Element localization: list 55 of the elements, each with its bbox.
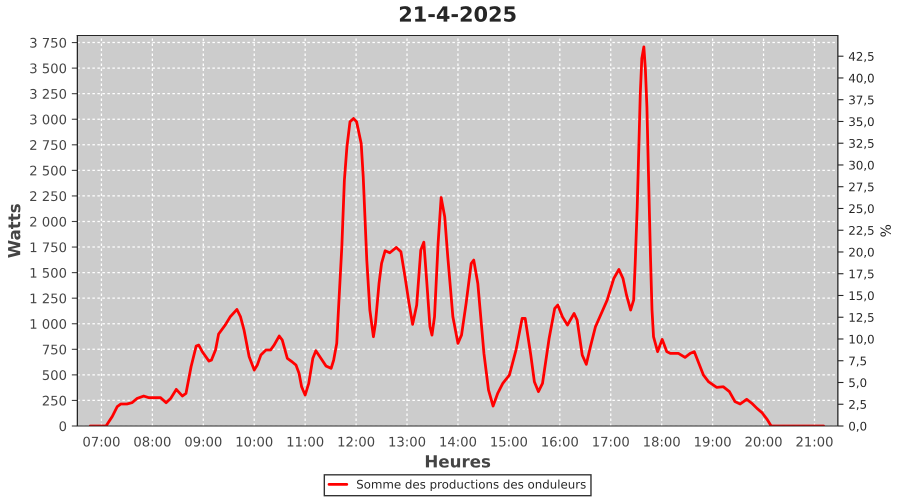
y-tick-label: 3 500: [30, 63, 66, 74]
y2-tick-label: 35,0: [849, 117, 874, 128]
y-tick-label: 1 250: [30, 293, 66, 304]
x-tick-label: 20:00: [745, 436, 782, 447]
y-tick-label: 3 000: [30, 114, 66, 124]
x-tick-label: 15:00: [491, 436, 528, 447]
y2-tick-label: 15,0: [850, 291, 874, 302]
y2-tick-label: 42,5: [848, 52, 874, 62]
x-tick-label: 10:00: [236, 436, 272, 447]
y-tick-label: 2 500: [30, 166, 66, 176]
x-axis-title: Heures: [426, 455, 490, 468]
x-tick-label: 18:00: [644, 436, 680, 447]
x-tick-label: 09:00: [185, 436, 222, 447]
y-tick-label: 1 500: [30, 268, 66, 278]
y-tick-label: 3 750: [30, 38, 66, 48]
y-tick-label: 1 000: [30, 318, 66, 329]
y-tick-label: 2 750: [30, 140, 66, 150]
legend-label: Somme des productions des onduleurs: [356, 480, 586, 492]
y2-tick-label: 17,5: [850, 270, 874, 280]
y-axis-title: Watts: [8, 204, 20, 258]
y-tick-label: 3 250: [30, 88, 66, 99]
y2-tick-label: 25,0: [849, 204, 874, 214]
y2-tick-label: 7,5: [849, 356, 866, 367]
x-tick-label: 11:00: [288, 436, 324, 447]
x-tick-label: 17:00: [593, 436, 629, 447]
y2-tick-label: 20,0: [849, 248, 874, 258]
y2-tick-label: 40,0: [848, 74, 874, 84]
y-tick-label: 0: [59, 421, 66, 432]
y2-tick-label: 22,5: [849, 226, 874, 236]
x-tick-label: 07:00: [83, 436, 120, 447]
x-tick-label: 16:00: [542, 436, 578, 447]
x-tick-label: 14:00: [440, 436, 476, 447]
chart-title: 21-4-2025: [400, 6, 516, 22]
x-tick-label: 13:00: [389, 436, 426, 447]
y2-tick-label: 30,0: [849, 160, 874, 171]
y-tick-label: 750: [42, 344, 66, 355]
x-tick-label: 21:00: [796, 436, 833, 447]
y2-tick-label: 12,5: [850, 312, 874, 324]
y-tick-label: 1 750: [30, 242, 66, 252]
x-tick-label: 08:00: [134, 436, 171, 447]
y2-tick-label: 10,0: [850, 334, 874, 345]
y2-tick-label: 0,0: [849, 422, 866, 432]
x-tick-label: 12:00: [338, 436, 374, 447]
y2-tick-label: 5,0: [849, 378, 866, 388]
y-tick-label: 250: [42, 396, 66, 406]
y2-tick-label: 2,5: [849, 400, 866, 410]
y2-axis-title: %: [880, 224, 891, 237]
y-tick-label: 2 000: [30, 216, 66, 227]
y-tick-label: 2 250: [30, 191, 66, 202]
y2-tick-label: 32,5: [849, 138, 874, 150]
x-tick-label: 19:00: [695, 436, 731, 447]
y-tick-label: 500: [42, 370, 66, 380]
line-series: [88, 45, 826, 426]
y2-tick-label: 37,5: [849, 95, 874, 106]
y2-tick-label: 27,5: [849, 182, 874, 193]
